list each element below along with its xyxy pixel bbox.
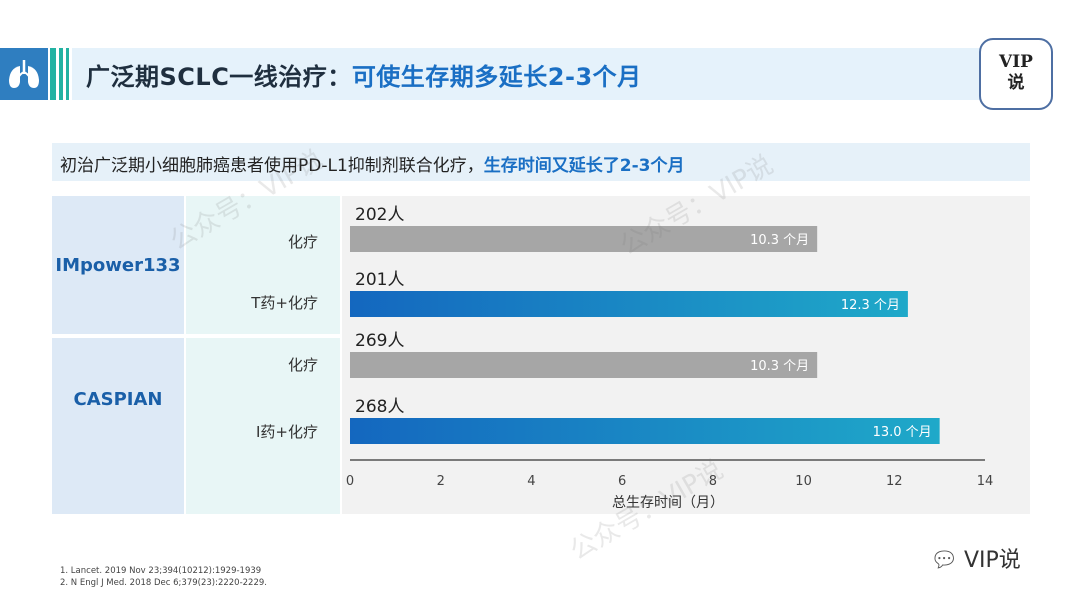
- study-name-impower133: IMpower133: [55, 255, 181, 276]
- bar-value-label: 10.3 个月: [750, 359, 809, 374]
- wechat-bubble-icon: 💬︎: [930, 548, 958, 573]
- arm-label: 化疗: [287, 356, 318, 374]
- footnote: 1. Lancet. 2019 Nov 23;394(10212):1929-1…: [60, 566, 262, 576]
- vip-badge: VIP 说: [979, 38, 1053, 110]
- x-tick-label: 0: [346, 474, 354, 489]
- bar-3: [350, 352, 818, 378]
- vip-badge-line1: VIP: [999, 52, 1033, 72]
- page-title-main: 广泛期SCLC一线治疗：: [86, 63, 352, 91]
- bar-1: [350, 226, 818, 252]
- brand-mark: 💬︎ VIP说: [930, 542, 1021, 574]
- bar-value-label: 10.3 个月: [750, 233, 809, 248]
- study-cell-impower133: [52, 196, 184, 334]
- arm-label: T药+化疗: [251, 294, 318, 312]
- bar-value-label: 12.3 个月: [841, 298, 900, 313]
- x-axis-title: 总生存时间（月）: [612, 495, 724, 511]
- study-cell-caspian: [52, 338, 184, 514]
- x-tick-label: 12: [886, 474, 903, 489]
- lung-icon: [0, 48, 48, 100]
- arm-cell-impower133: [186, 196, 340, 334]
- bar-4: [350, 418, 940, 444]
- header-accent-bar: [59, 48, 63, 100]
- x-tick-label: 10: [795, 474, 812, 489]
- header-band: [72, 48, 1008, 100]
- page-title: 广泛期SCLC一线治疗：可使生存期多延长2-3个月: [86, 57, 642, 92]
- bar-n-label: 268人: [355, 397, 404, 417]
- x-tick-label: 2: [437, 474, 445, 489]
- subtitle: 初治广泛期小细胞肺癌患者使用PD-L1抑制剂联合化疗，生存时间又延长了2-3个月: [60, 151, 684, 176]
- x-tick-label: 8: [709, 474, 717, 489]
- header-accent-bar: [66, 48, 69, 100]
- page-title-highlight: 可使生存期多延长2-3个月: [351, 63, 642, 91]
- bar-n-label: 202人: [355, 205, 404, 225]
- bar-value-label: 13.0 个月: [873, 425, 932, 440]
- brand-text: VIP说: [963, 548, 1021, 573]
- bar-n-label: 201人: [355, 270, 404, 290]
- study-name-caspian: CASPIAN: [73, 389, 163, 410]
- x-tick-label: 4: [527, 474, 535, 489]
- vip-badge-line2: 说: [1007, 73, 1025, 93]
- bar-2: [350, 291, 908, 317]
- header-accent-bar: [50, 48, 56, 100]
- subtitle-main: 初治广泛期小细胞肺癌患者使用PD-L1抑制剂联合化疗，: [60, 156, 484, 176]
- footnote: 2. N Engl J Med. 2018 Dec 6;379(23):2220…: [60, 578, 267, 588]
- arm-label: I药+化疗: [256, 423, 318, 441]
- subtitle-band: [52, 143, 1030, 181]
- arm-label: 化疗: [287, 233, 318, 251]
- arm-cell-caspian: [186, 338, 340, 514]
- x-tick-label: 6: [618, 474, 626, 489]
- subtitle-highlight: 生存时间又延长了2-3个月: [483, 156, 685, 176]
- bar-n-label: 269人: [355, 331, 404, 351]
- x-tick-label: 14: [977, 474, 994, 489]
